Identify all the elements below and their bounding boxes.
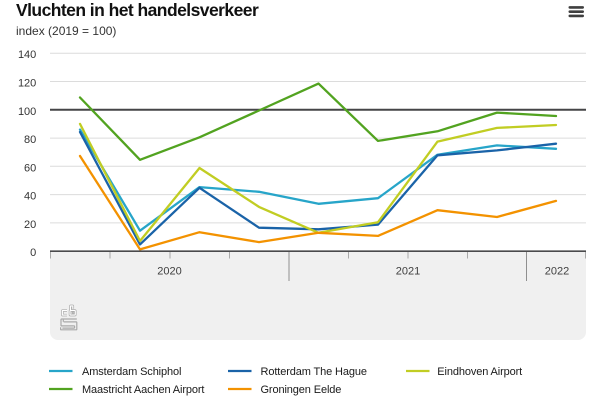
svg-text:index (2019 = 100): index (2019 = 100) [16, 24, 116, 38]
svg-text:Eindhoven Airport: Eindhoven Airport [437, 366, 522, 378]
svg-text:40: 40 [24, 191, 36, 203]
svg-text:80: 80 [24, 134, 36, 146]
svg-text:Vluchten in het handelsverkeer: Vluchten in het handelsverkeer [16, 0, 259, 20]
svg-text:Amsterdam Schiphol: Amsterdam Schiphol [82, 366, 181, 378]
svg-text:Groningen Eelde: Groningen Eelde [261, 384, 342, 396]
svg-text:Maastricht Aachen Airport: Maastricht Aachen Airport [82, 384, 204, 396]
svg-text:0: 0 [30, 247, 36, 259]
svg-text:2020: 2020 [157, 265, 181, 277]
svg-text:2021: 2021 [396, 265, 420, 277]
svg-text:120: 120 [18, 78, 36, 90]
svg-text:60: 60 [24, 162, 36, 174]
svg-text:100: 100 [18, 106, 36, 118]
svg-text:2022: 2022 [545, 265, 569, 277]
svg-text:140: 140 [18, 49, 36, 61]
svg-text:20: 20 [24, 219, 36, 231]
svg-text:Rotterdam The Hague: Rotterdam The Hague [261, 366, 367, 378]
